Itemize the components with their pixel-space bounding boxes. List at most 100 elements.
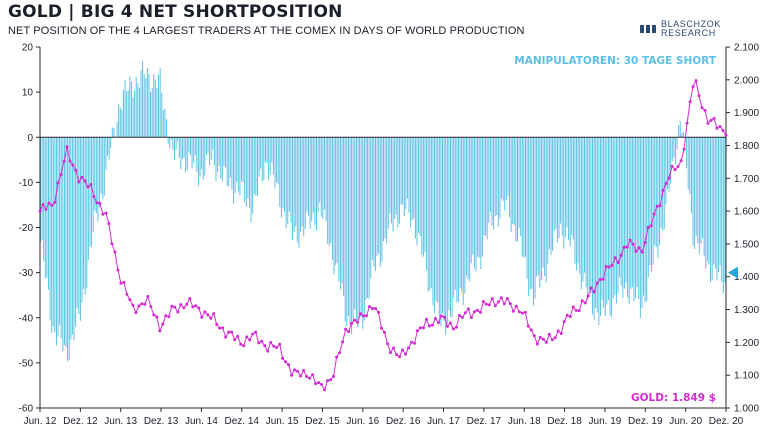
gold-point — [290, 373, 294, 377]
gold-point — [128, 298, 132, 302]
bar — [269, 137, 271, 175]
bar — [702, 137, 704, 238]
gold-point — [191, 305, 195, 309]
bar — [607, 137, 609, 301]
bar — [690, 137, 692, 214]
bar — [446, 137, 448, 325]
bar — [497, 137, 499, 227]
gold-point — [415, 329, 419, 333]
bar — [402, 137, 404, 205]
gold-point — [359, 312, 362, 316]
bar — [355, 137, 357, 322]
x-tick-label: Jun. 12 — [24, 416, 57, 427]
y-right-tick-label: 1.200 — [734, 338, 759, 349]
brand-logo: BLASCHZOK RESEARCH — [640, 20, 721, 38]
gold-point — [383, 330, 386, 334]
gold-point — [634, 249, 638, 253]
bar — [545, 137, 547, 283]
gold-point — [424, 317, 428, 321]
gold-point — [523, 310, 527, 314]
gold-point — [362, 314, 365, 318]
bar — [657, 137, 659, 258]
gold-point — [146, 294, 150, 298]
gold-point — [505, 297, 509, 300]
bar — [390, 137, 392, 224]
bar — [421, 137, 423, 255]
bar — [698, 137, 700, 254]
gold-point — [514, 304, 518, 308]
bar — [237, 137, 239, 192]
bar — [201, 137, 203, 170]
bar — [375, 137, 377, 271]
bar — [585, 137, 587, 288]
bar — [552, 137, 554, 251]
bar — [584, 137, 585, 273]
gold-point — [556, 329, 560, 333]
bar — [392, 137, 394, 232]
bar — [328, 137, 330, 247]
x-tick-label: Dez. 20 — [709, 416, 744, 427]
bar — [218, 137, 220, 166]
x-tick-label: Dez. 14 — [225, 416, 260, 427]
gold-point — [242, 344, 246, 348]
bar — [679, 121, 681, 138]
bar — [560, 137, 562, 224]
gold-point — [134, 311, 138, 315]
bar — [288, 137, 290, 212]
bar — [57, 137, 59, 337]
bar — [620, 137, 622, 286]
gold-point — [547, 332, 551, 336]
gold-point — [386, 342, 389, 346]
gold-point — [176, 310, 180, 314]
gold-point — [676, 164, 680, 168]
bar — [317, 137, 319, 212]
gold-point — [583, 301, 587, 305]
bar — [622, 137, 624, 298]
bar — [582, 137, 584, 282]
gold-point — [643, 241, 647, 244]
bar — [344, 137, 346, 322]
bar — [75, 137, 77, 327]
gold-point — [380, 326, 383, 330]
bar — [225, 137, 227, 168]
bar — [574, 137, 576, 264]
gold-series — [38, 79, 728, 392]
gold-point — [230, 330, 234, 334]
bar — [483, 137, 485, 236]
gold-point — [511, 309, 515, 313]
bar — [306, 137, 308, 212]
bar — [63, 137, 65, 346]
bar — [143, 74, 145, 138]
gold-point — [413, 341, 416, 345]
bar — [641, 137, 643, 309]
bar — [226, 137, 228, 186]
gold-point — [41, 203, 45, 207]
bar — [379, 137, 381, 267]
gold-point — [526, 324, 530, 328]
gold-point — [392, 346, 395, 350]
bar — [531, 137, 533, 289]
gold-point — [233, 338, 237, 342]
gold-point — [92, 195, 96, 199]
bar — [296, 137, 298, 243]
bar — [290, 137, 292, 223]
bar — [499, 137, 501, 219]
bar — [424, 137, 426, 252]
bar — [515, 137, 517, 242]
bar — [370, 137, 372, 279]
bar — [434, 137, 436, 314]
gold-point — [194, 304, 198, 308]
gold-point — [311, 373, 315, 377]
bar — [705, 137, 707, 269]
bar — [91, 137, 93, 248]
gold-point — [715, 126, 719, 130]
bar — [480, 137, 482, 269]
bar — [107, 137, 108, 156]
gold-point — [487, 303, 491, 307]
bar — [564, 137, 566, 238]
x-tick-label: Jun. 19 — [589, 416, 622, 427]
gold-point — [652, 212, 656, 216]
gold-point — [481, 300, 485, 303]
gold-point — [341, 340, 345, 344]
gold-point — [347, 330, 351, 334]
